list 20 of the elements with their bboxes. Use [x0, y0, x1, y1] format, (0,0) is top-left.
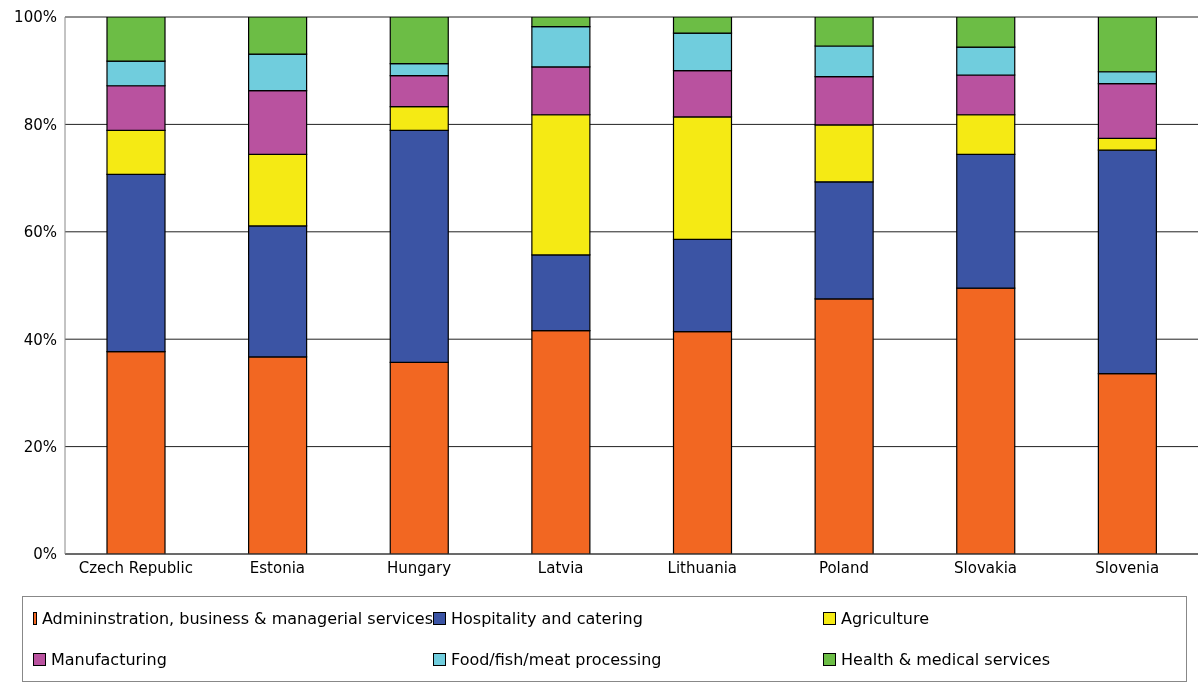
legend-label: Manufacturing — [51, 650, 167, 669]
x-tick-label: Poland — [818, 558, 869, 577]
x-tick-label: Latvia — [537, 558, 584, 577]
y-tick-label: 20% — [23, 437, 57, 456]
x-tick-label: Estonia — [249, 558, 306, 577]
y-tick-label: 0% — [33, 545, 57, 564]
x-tick-label: Slovakia — [954, 558, 1018, 577]
legend-label: Agriculture — [841, 609, 929, 628]
legend-label: Food/fish/meat processing — [451, 650, 662, 669]
y-tick-label: 100% — [14, 8, 57, 27]
y-tick-label: 80% — [23, 115, 57, 134]
legend-label: Health & medical services — [841, 650, 1050, 669]
x-tick-label: Czech Republic — [78, 558, 193, 577]
y-tick-label: 60% — [23, 223, 57, 242]
legend-label: Hospitality and catering — [451, 609, 643, 628]
x-tick-label: Lithuania — [667, 558, 738, 577]
y-tick-label: 40% — [23, 330, 57, 349]
legend-label: Admininstration, business & managerial services — [41, 609, 433, 628]
x-tick-label: Hungary — [387, 558, 452, 577]
x-tick-label: Slovenia — [1095, 558, 1160, 577]
